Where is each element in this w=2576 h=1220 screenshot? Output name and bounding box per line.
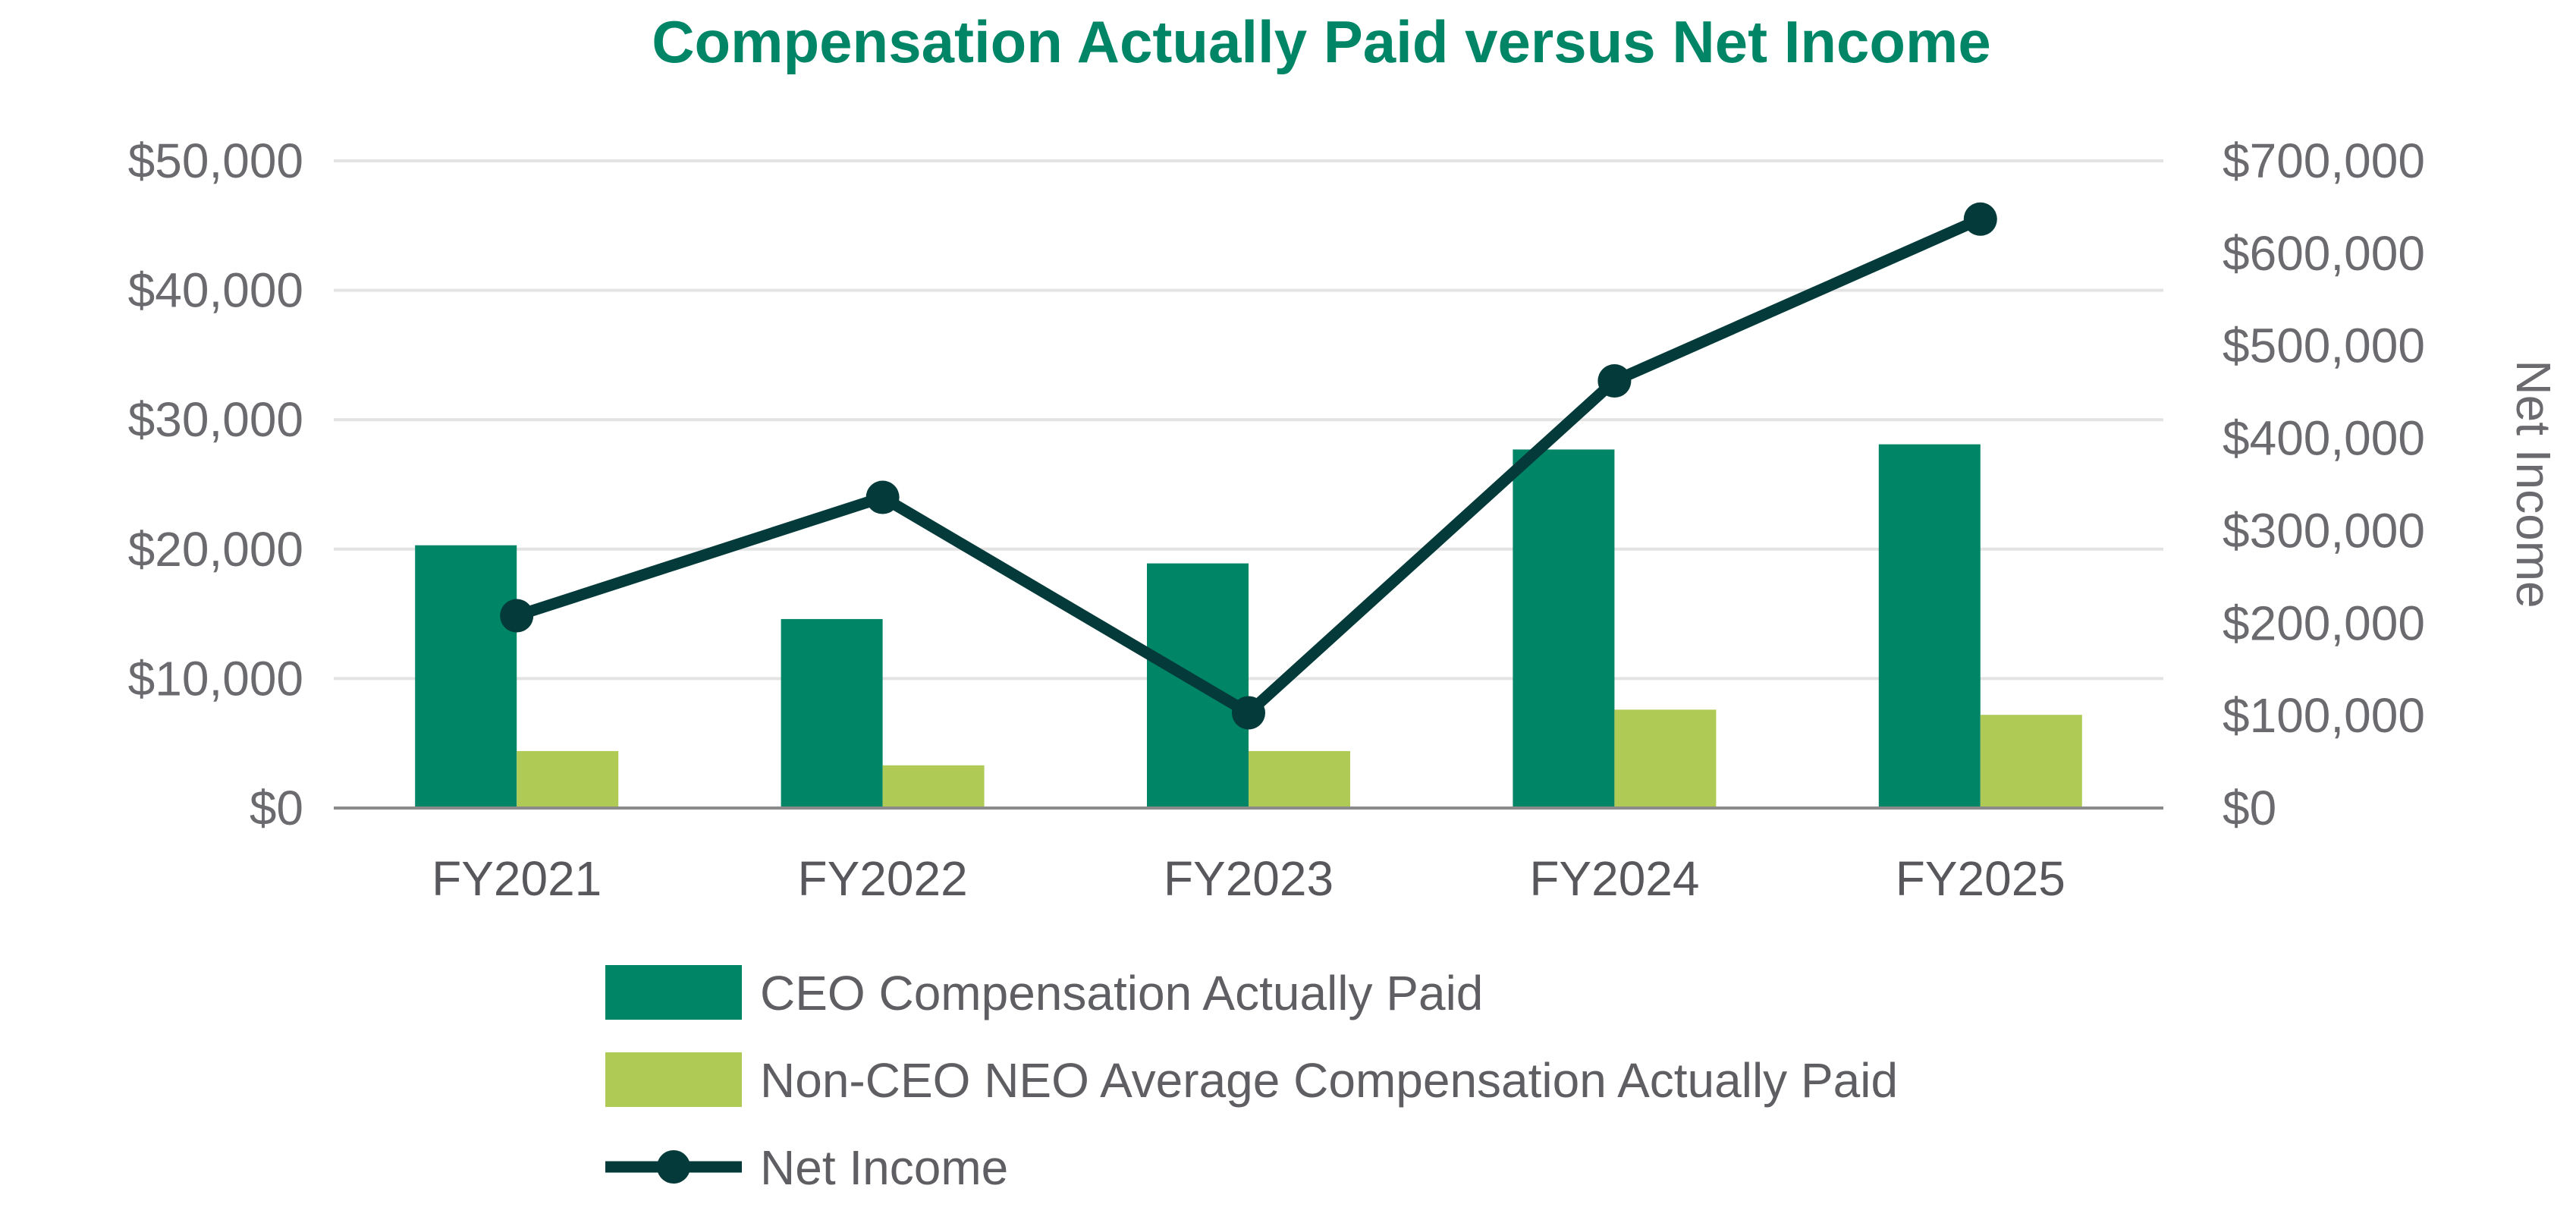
x-category-label: FY2025: [1896, 851, 2066, 906]
non-ceo-neo-cap-bar: [1614, 709, 1717, 808]
y-right-tick-label: $500,000: [2223, 319, 2425, 373]
y-right-tick-label: $200,000: [2223, 596, 2425, 650]
legend-label: CEO Compensation Actually Paid: [760, 966, 1483, 1020]
ceo-cap-bar: [415, 545, 517, 808]
legend-swatch-net-income-marker: [657, 1150, 690, 1184]
ceo-cap-bar: [781, 618, 883, 808]
non-ceo-neo-cap-bar: [1980, 715, 2082, 808]
y-right-tick-label: $400,000: [2223, 411, 2425, 466]
axis-labels: $0 $10,000 $20,000 $30,000 $40,000 $50,000 $0 $…: [128, 134, 2561, 906]
y-right-tick-label: $600,000: [2223, 226, 2425, 281]
x-category-label: FY2023: [1164, 851, 1334, 906]
legend: CEO Compensation Actually Paid Non-CEO NE…: [605, 965, 1898, 1195]
y-left-tick-label: $10,000: [128, 651, 303, 706]
y-left-tick-label: $30,000: [128, 392, 303, 447]
y-right-tick-label: $700,000: [2223, 134, 2425, 188]
legend-label: Non-CEO NEO Average Compensation Actuall…: [760, 1053, 1898, 1108]
legend-swatch-non-ceo: [605, 1052, 742, 1107]
legend-label: Net Income: [760, 1140, 1008, 1195]
y-right-axis-title: Net Income: [2506, 360, 2561, 608]
x-category-label: FY2022: [798, 851, 968, 906]
y-right-tick-label: $100,000: [2223, 688, 2425, 743]
y-right-tick-label: $300,000: [2223, 503, 2425, 558]
net-income-point: [1597, 364, 1632, 398]
non-ceo-neo-cap-bar: [517, 750, 619, 808]
non-ceo-neo-cap-bar: [1249, 750, 1350, 808]
net-income-point: [500, 599, 534, 633]
y-left-tick-label: $50,000: [128, 134, 303, 188]
y-right-tick-label: $0: [2223, 781, 2276, 835]
net-income-point: [865, 480, 900, 514]
x-category-label: FY2021: [432, 851, 602, 906]
net-income-point: [1232, 696, 1265, 730]
x-category-label: FY2024: [1529, 851, 1699, 906]
y-left-tick-label: $0: [250, 781, 303, 835]
y-left-tick-label: $20,000: [128, 522, 303, 577]
non-ceo-neo-cap-bar: [882, 765, 985, 808]
y-left-tick-label: $40,000: [128, 263, 303, 318]
net-income-line-layer: [500, 202, 1997, 730]
legend-swatch-ceo: [605, 965, 742, 1020]
ceo-cap-bar: [1878, 444, 1981, 808]
net-income-point: [1963, 202, 1997, 236]
bars: [415, 444, 2082, 808]
gridlines: [334, 159, 2163, 681]
ceo-cap-bar: [1513, 449, 1615, 808]
chart-title: Compensation Actually Paid versus Net In…: [652, 8, 1991, 75]
